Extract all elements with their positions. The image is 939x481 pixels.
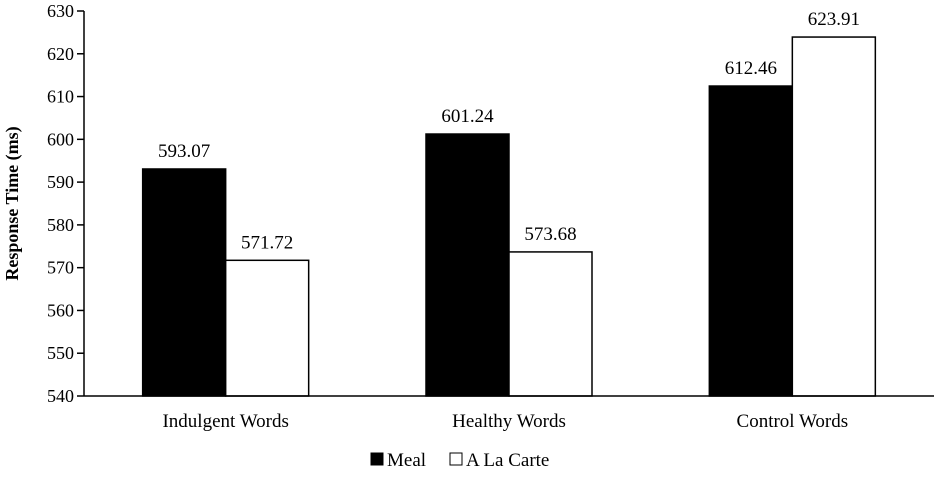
y-tick-label: 610 <box>47 87 74 107</box>
data-label: 593.07 <box>158 141 210 162</box>
legend-label: A La Carte <box>466 450 549 471</box>
bars <box>141 36 877 397</box>
y-tick-label: 540 <box>47 386 74 406</box>
y-tick-label: 560 <box>47 300 74 320</box>
y-axis-title: Response Time (ms) <box>2 126 23 280</box>
legend-label: Meal <box>387 450 426 471</box>
value-labels: 593.07 571.72 601.24 573.68 612.46 623.91 <box>158 9 860 253</box>
data-label: 601.24 <box>441 106 494 127</box>
category-label: Control Words <box>737 411 849 432</box>
category-label: Healthy Words <box>452 411 566 432</box>
y-tick-label: 550 <box>47 343 74 363</box>
category-labels: Indulgent Words Healthy Words Control Word… <box>162 411 848 432</box>
y-tick-label: 580 <box>47 215 74 235</box>
data-label: 573.68 <box>524 224 576 245</box>
data-label: 623.91 <box>808 9 860 30</box>
bar-a-la-carte-2 <box>508 251 593 397</box>
bar-meal-2 <box>425 133 510 397</box>
bar-a-la-carte-3 <box>791 36 877 397</box>
y-tick-label: 600 <box>47 129 74 149</box>
y-axis-ticks: 540 550 560 570 580 590 600 610 620 630 <box>47 1 84 406</box>
legend: Meal A La Carte <box>370 450 549 471</box>
legend-swatch-a-la-carte <box>449 452 463 466</box>
y-tick-label: 570 <box>47 258 74 278</box>
legend-swatch-meal <box>370 452 384 466</box>
bar-meal-3 <box>708 85 794 397</box>
data-label: 612.46 <box>725 58 777 79</box>
y-tick-label: 620 <box>47 44 74 64</box>
data-label: 571.72 <box>241 232 293 253</box>
category-label: Indulgent Words <box>162 411 288 432</box>
y-tick-label: 630 <box>47 1 74 21</box>
y-tick-label: 590 <box>47 172 74 192</box>
bar-meal-1 <box>141 168 227 397</box>
bar-a-la-carte-1 <box>224 259 310 397</box>
